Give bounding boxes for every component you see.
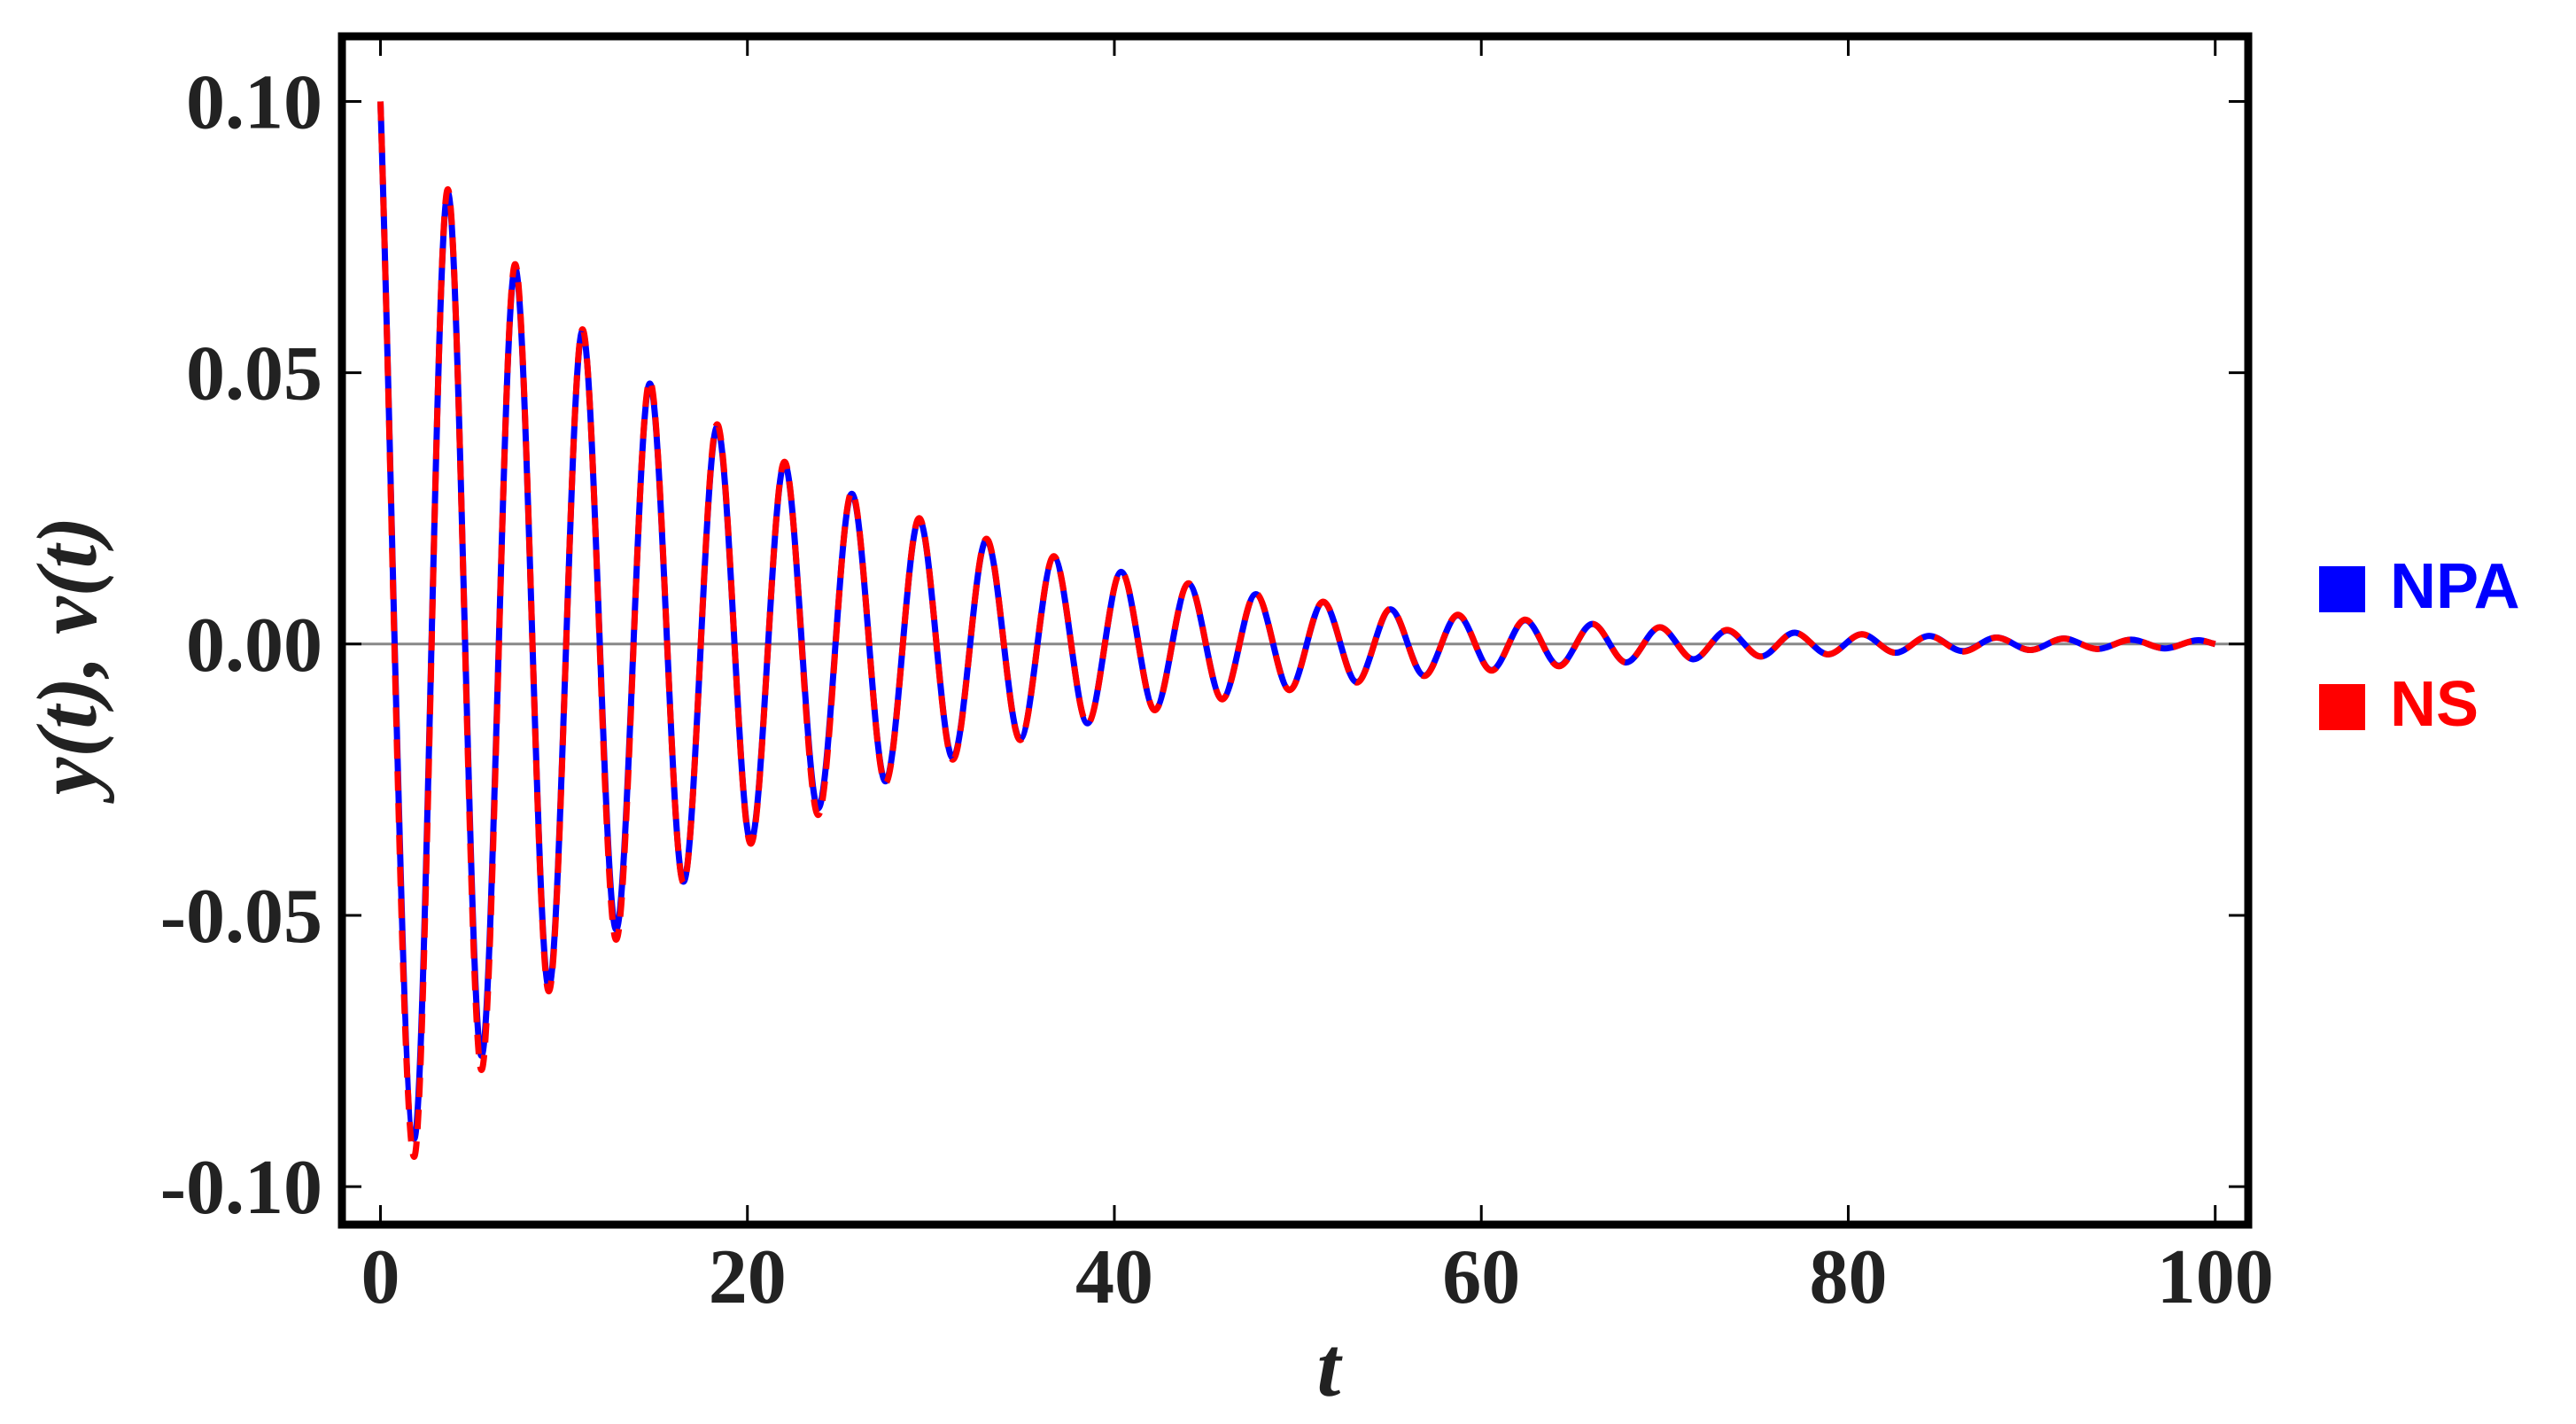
x-tick-label: 40 xyxy=(1075,1234,1153,1320)
x-tick-label: 20 xyxy=(709,1234,787,1320)
x-tick-label: 0 xyxy=(361,1234,400,1320)
x-axis-title: t xyxy=(1317,1319,1344,1414)
series-line xyxy=(376,101,2216,1142)
legend-label: NS xyxy=(2390,669,2479,740)
legend-label: NPA xyxy=(2390,551,2520,622)
y-tick-label: 0.05 xyxy=(186,331,322,417)
plot-frame xyxy=(338,32,2253,1229)
y-tick-label: -0.05 xyxy=(160,874,322,960)
series-line xyxy=(376,101,2216,1160)
y-tick-label: 0.00 xyxy=(186,603,322,689)
x-tick-label: 80 xyxy=(1809,1234,1887,1320)
y-axis-title: y(t), v(t) xyxy=(19,517,114,804)
legend-swatch xyxy=(2319,684,2365,730)
legend-swatch xyxy=(2319,566,2365,612)
y-tick-label: -0.10 xyxy=(160,1145,322,1231)
x-tick-label: 60 xyxy=(1442,1234,1520,1320)
x-tick-label: 100 xyxy=(2157,1234,2274,1320)
y-tick-label: 0.10 xyxy=(186,59,322,145)
